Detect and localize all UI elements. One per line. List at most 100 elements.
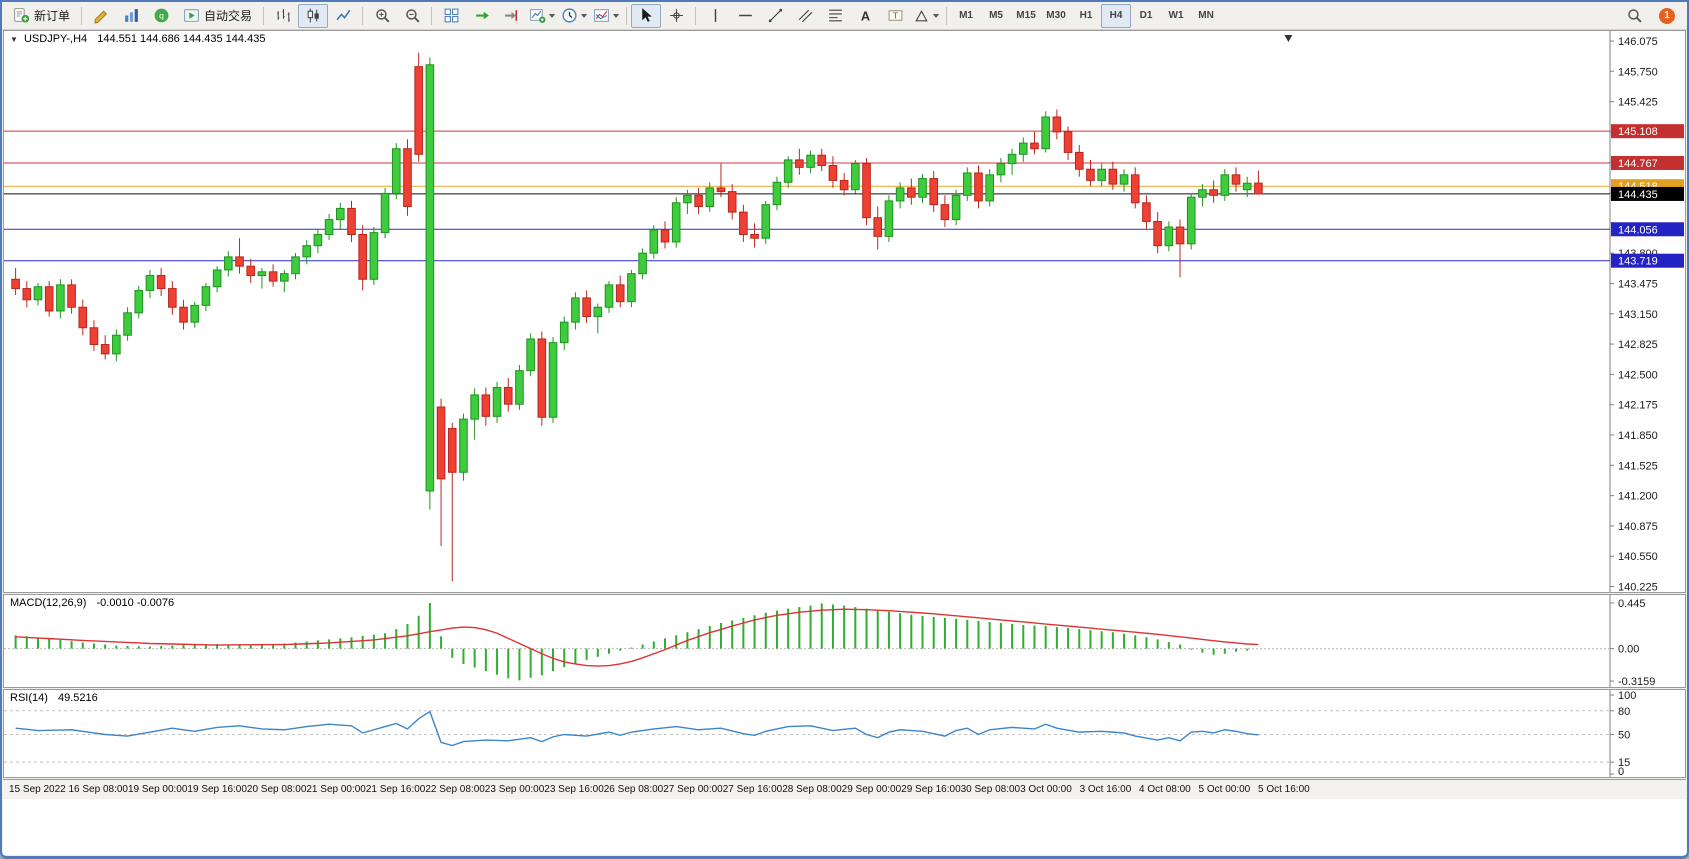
macd-indicator-name: MACD(12,26,9) [10, 597, 87, 609]
fibonacci-button[interactable] [820, 4, 850, 28]
channel-button[interactable] [790, 4, 820, 28]
svg-text:141.850: 141.850 [1618, 430, 1658, 442]
toolbar-right: 1 [1619, 4, 1683, 28]
new-order-button[interactable]: 新订单 [6, 4, 77, 28]
autotrading-button[interactable]: 自动交易 [176, 4, 259, 28]
new-order-icon [13, 7, 30, 24]
timeframe-h4[interactable]: H4 [1101, 3, 1132, 28]
timeframe-m15-label: M15 [1016, 10, 1036, 21]
svg-text:0.445: 0.445 [1618, 598, 1646, 610]
time-label: 15 Sep 2022 [9, 784, 66, 795]
price-badge-144.435[interactable]: 144.435 [1611, 186, 1684, 201]
zoom-out-button[interactable] [397, 4, 427, 28]
template-button[interactable] [590, 4, 622, 28]
time-label: 4 Oct 08:00 [1139, 784, 1191, 795]
search-button[interactable] [1619, 4, 1649, 28]
timeframe-m5-label: M5 [989, 10, 1003, 21]
timeframe-mn[interactable]: MN [1191, 4, 1221, 28]
dropdown-caret-icon [581, 13, 588, 18]
svg-text:100: 100 [1618, 690, 1636, 702]
mql5-icon: q [153, 7, 170, 24]
text-label-button[interactable]: T [880, 4, 910, 28]
timeframe-h1-label: H1 [1079, 10, 1093, 21]
rsi-line [15, 710, 1259, 747]
svg-text:145.108: 145.108 [1618, 126, 1658, 138]
timeframe-h1[interactable]: H1 [1071, 4, 1101, 28]
time-label: 16 Sep 08:00 [68, 784, 128, 795]
cursor-icon [638, 7, 655, 24]
horizontal-lines [4, 130, 1610, 262]
rsi-canvas[interactable]: 100 80 50 150 [4, 690, 1685, 777]
chart-shift-icon [503, 7, 520, 24]
autotrading-icon [183, 7, 200, 24]
collapse-arrow-icon[interactable]: ▼ [10, 35, 18, 44]
text-button[interactable]: A [850, 4, 880, 28]
new-chart-button[interactable] [526, 4, 558, 28]
dropdown-caret-icon [549, 13, 556, 18]
svg-text:140.550: 140.550 [1618, 551, 1658, 563]
tile-windows-button[interactable] [436, 4, 466, 28]
search-icon [1626, 7, 1643, 24]
timeframe-m15[interactable]: M15 [1011, 4, 1041, 28]
time-axis[interactable]: 15 Sep 2022 16 Sep 08:00 19 Sep 00:00 19 Se… [3, 779, 1686, 799]
rsi-panel: RSI(14) 49.5216 100 80 50 15 0 [3, 689, 1686, 778]
crosshair-button[interactable] [661, 4, 691, 28]
autotrading-button-label: 自动交易 [204, 9, 253, 23]
candlestick-button[interactable] [298, 3, 329, 28]
toolbar-separator [81, 6, 83, 25]
bar-chart-button[interactable] [268, 4, 298, 28]
time-label: 23 Sep 16:00 [544, 784, 604, 795]
period-button[interactable] [558, 4, 590, 28]
timeframe-w1-label: W1 [1168, 10, 1184, 21]
time-label: 26 Sep 08:00 [603, 784, 664, 795]
price-badge-144.056[interactable]: 144.056 [1611, 222, 1684, 237]
zoom-in-icon [374, 7, 391, 24]
toolbar-separator [626, 6, 628, 25]
svg-text:144.435: 144.435 [1618, 189, 1658, 201]
timeframe-m30[interactable]: M30 [1041, 4, 1071, 28]
svg-text:T: T [892, 11, 897, 21]
template-icon [593, 7, 610, 24]
line-chart-button[interactable] [328, 4, 358, 28]
horizontal-line-button[interactable] [730, 4, 760, 28]
timeframe-m1[interactable]: M1 [951, 4, 981, 28]
shapes-button[interactable] [910, 4, 942, 28]
mql5-button[interactable]: q [146, 4, 176, 28]
time-label: 22 Sep 08:00 [425, 784, 485, 795]
fibonacci-icon [827, 7, 844, 24]
main-chart-canvas[interactable]: 146.075145.750145.425143.800143.475143.1… [4, 31, 1685, 592]
zoom-in-button[interactable] [367, 4, 397, 28]
timeframe-m5[interactable]: M5 [981, 4, 1011, 28]
svg-text:15: 15 [1618, 757, 1630, 769]
timeframe-w1[interactable]: W1 [1161, 4, 1191, 28]
text-icon: A [857, 7, 874, 24]
svg-text:145.425: 145.425 [1618, 97, 1658, 109]
svg-text:143.150: 143.150 [1618, 309, 1658, 321]
metaeditor-button[interactable] [86, 4, 116, 28]
svg-text:141.525: 141.525 [1618, 460, 1658, 472]
timeframe-d1[interactable]: D1 [1131, 4, 1161, 28]
svg-text:142.825: 142.825 [1618, 339, 1658, 351]
market-watch-button[interactable] [116, 4, 146, 28]
chart-shift-button[interactable] [496, 4, 526, 28]
timeframe-m1-label: M1 [959, 10, 973, 21]
macd-canvas[interactable]: 0.445 0.00 -0.3159 [4, 595, 1685, 687]
svg-text:144.056: 144.056 [1618, 224, 1658, 236]
text-label-icon: T [887, 7, 904, 24]
price-badge-145.108[interactable]: 145.108 [1611, 124, 1684, 139]
vertical-line-icon [707, 7, 724, 24]
auto-scroll-button[interactable] [466, 4, 496, 28]
zoom-out-icon [404, 7, 421, 24]
vertical-line-button[interactable] [700, 4, 730, 28]
macd-values: -0.0010 -0.0076 [96, 597, 175, 609]
notification-badge[interactable]: 1 [1659, 7, 1675, 24]
trendline-button[interactable] [760, 4, 790, 28]
cursor-button[interactable] [631, 3, 662, 28]
time-label: 5 Oct 16:00 [1258, 784, 1310, 795]
toolbar-separator [695, 6, 697, 25]
macd-panel: MACD(12,26,9) -0.0010 -0.0076 0.445 0.00 -… [3, 594, 1686, 688]
price-badge-144.767[interactable]: 144.767 [1611, 155, 1684, 170]
price-badge-143.719[interactable]: 143.719 [1611, 253, 1684, 268]
chart-ohlc-values: 144.551 144.686 144.435 144.435 [97, 33, 266, 45]
